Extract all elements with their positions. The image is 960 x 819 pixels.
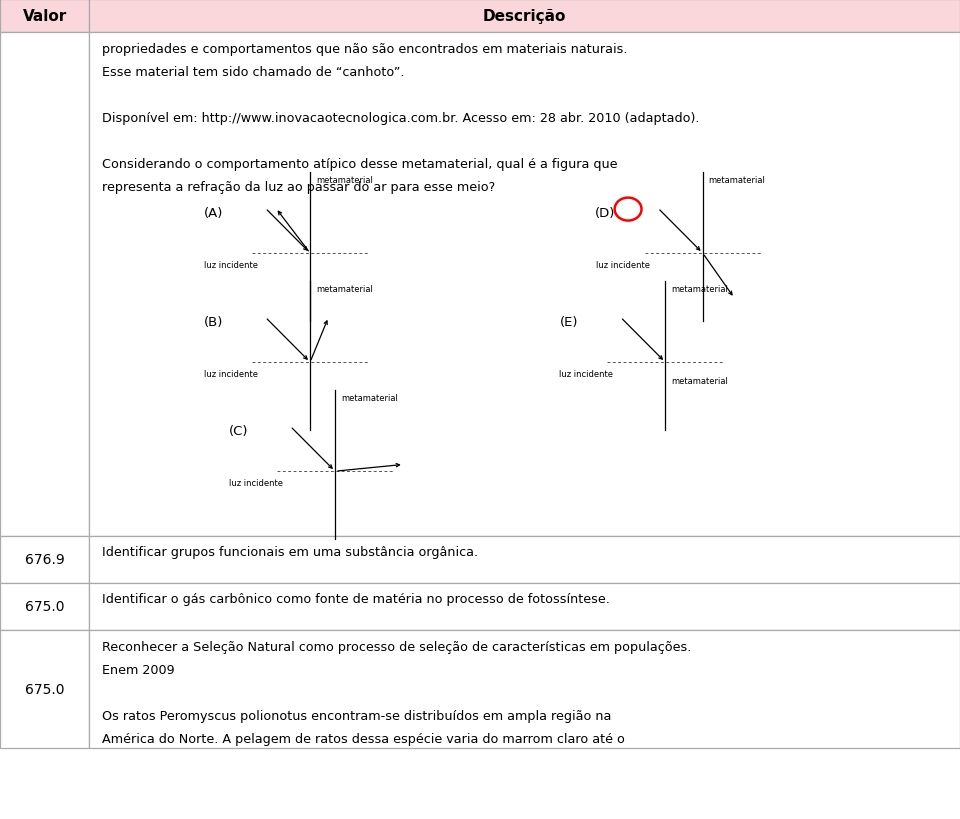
- Text: Disponível em: http://www.inovacaotecnologica.com.br. Acesso em: 28 abr. 2010 (a: Disponível em: http://www.inovacaotecnol…: [102, 112, 699, 125]
- Text: Considerando o comportamento atípico desse metamaterial, qual é a figura que: Considerando o comportamento atípico des…: [102, 158, 617, 171]
- Bar: [0, 583, 89, 630]
- Text: Enem 2009: Enem 2009: [102, 663, 175, 676]
- Text: Valor: Valor: [22, 9, 67, 24]
- Text: 675.0: 675.0: [25, 600, 64, 613]
- Bar: [0, 630, 89, 749]
- Bar: [0, 0, 89, 33]
- Text: (D): (D): [595, 206, 615, 219]
- Bar: [89, 0, 960, 33]
- Text: luz incidente: luz incidente: [204, 369, 258, 378]
- Bar: [89, 583, 960, 630]
- Text: Os ratos Peromyscus polionotus encontram-se distribuídos em ampla região na: Os ratos Peromyscus polionotus encontram…: [102, 709, 612, 722]
- Bar: [89, 536, 960, 583]
- Text: luz incidente: luz incidente: [559, 369, 613, 378]
- Text: propriedades e comportamentos que não são encontrados em materiais naturais.: propriedades e comportamentos que não sã…: [102, 43, 627, 57]
- Text: luz incidente: luz incidente: [204, 260, 258, 269]
- Bar: [0, 536, 89, 583]
- Text: metamaterial: metamaterial: [316, 176, 372, 185]
- Text: metamaterial: metamaterial: [671, 376, 728, 385]
- Text: Esse material tem sido chamado de “canhoto”.: Esse material tem sido chamado de “canho…: [102, 66, 404, 79]
- Bar: [0, 33, 89, 536]
- Text: representa a refração da luz ao passar do ar para esse meio?: representa a refração da luz ao passar d…: [102, 181, 495, 194]
- Text: Identificar grupos funcionais em uma substância orgânica.: Identificar grupos funcionais em uma sub…: [102, 545, 478, 559]
- Bar: [89, 630, 960, 749]
- Text: metamaterial: metamaterial: [316, 285, 372, 294]
- Text: (E): (E): [560, 315, 578, 328]
- Text: (A): (A): [204, 206, 223, 219]
- Text: metamaterial: metamaterial: [671, 285, 728, 294]
- Text: América do Norte. A pelagem de ratos dessa espécie varia do marrom claro até o: América do Norte. A pelagem de ratos des…: [102, 732, 625, 745]
- Text: luz incidente: luz incidente: [596, 260, 651, 269]
- Text: (C): (C): [228, 424, 248, 437]
- Text: Reconhecer a Seleção Natural como processo de seleção de características em popu: Reconhecer a Seleção Natural como proces…: [102, 640, 691, 654]
- Text: metamaterial: metamaterial: [341, 394, 397, 403]
- Text: Descrição: Descrição: [483, 9, 566, 24]
- Text: luz incidente: luz incidente: [228, 478, 283, 487]
- Text: 675.0: 675.0: [25, 682, 64, 696]
- Text: metamaterial: metamaterial: [708, 176, 765, 185]
- Text: 676.9: 676.9: [25, 553, 64, 567]
- Text: (B): (B): [204, 315, 223, 328]
- Bar: [89, 33, 960, 536]
- Text: Identificar o gás carbônico como fonte de matéria no processo de fotossíntese.: Identificar o gás carbônico como fonte d…: [102, 592, 610, 605]
